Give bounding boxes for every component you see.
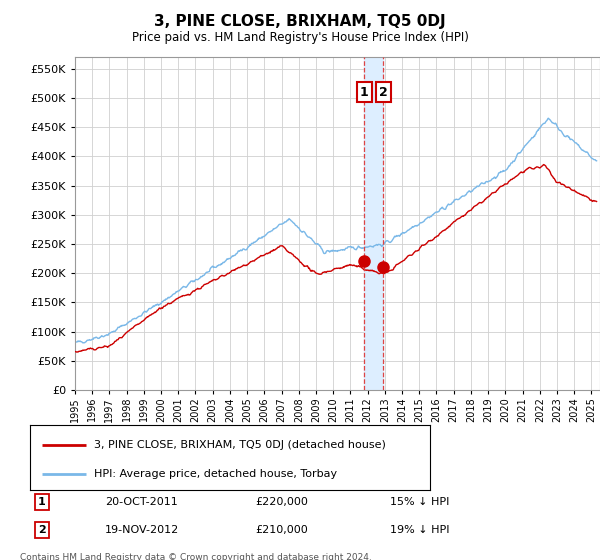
Text: 3, PINE CLOSE, BRIXHAM, TQ5 0DJ: 3, PINE CLOSE, BRIXHAM, TQ5 0DJ xyxy=(154,14,446,29)
Text: £210,000: £210,000 xyxy=(255,525,308,535)
Text: 1: 1 xyxy=(38,497,46,507)
Text: 20-OCT-2011: 20-OCT-2011 xyxy=(105,497,178,507)
Text: 19-NOV-2012: 19-NOV-2012 xyxy=(105,525,179,535)
Text: £220,000: £220,000 xyxy=(255,497,308,507)
Text: Contains HM Land Registry data © Crown copyright and database right 2024.
This d: Contains HM Land Registry data © Crown c… xyxy=(20,553,372,560)
Text: 1: 1 xyxy=(360,86,368,99)
Bar xyxy=(364,57,383,390)
Text: 15% ↓ HPI: 15% ↓ HPI xyxy=(390,497,449,507)
Text: 2: 2 xyxy=(38,525,46,535)
Text: HPI: Average price, detached house, Torbay: HPI: Average price, detached house, Torb… xyxy=(94,469,337,479)
Text: 3, PINE CLOSE, BRIXHAM, TQ5 0DJ (detached house): 3, PINE CLOSE, BRIXHAM, TQ5 0DJ (detache… xyxy=(94,440,386,450)
Text: 19% ↓ HPI: 19% ↓ HPI xyxy=(390,525,449,535)
Text: 2: 2 xyxy=(379,86,388,99)
Text: Price paid vs. HM Land Registry's House Price Index (HPI): Price paid vs. HM Land Registry's House … xyxy=(131,31,469,44)
